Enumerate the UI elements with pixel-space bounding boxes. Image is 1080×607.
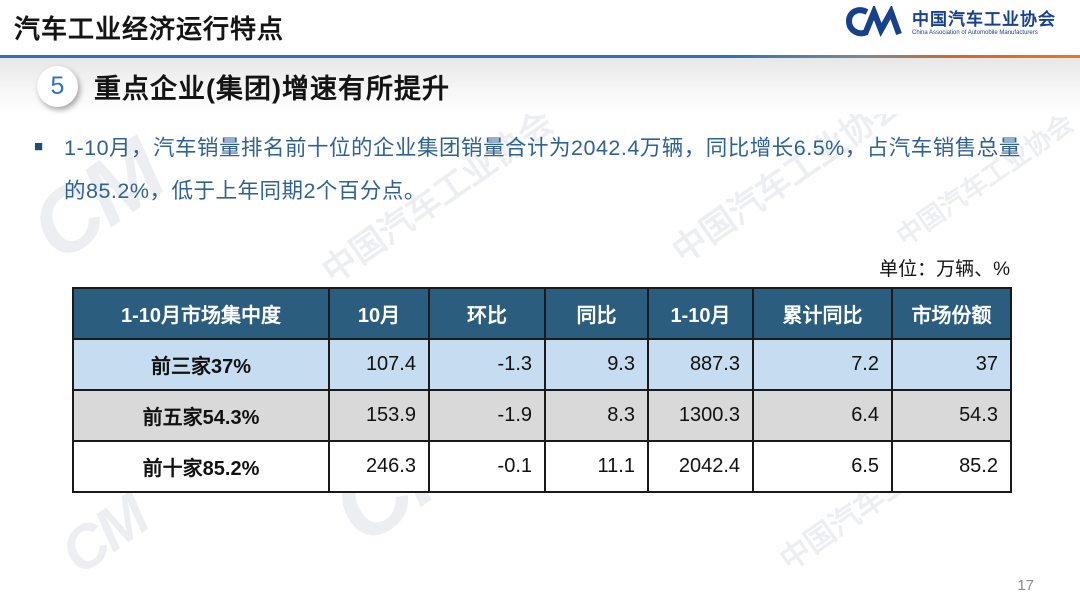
cell-value: 887.3 [647,338,754,391]
cell-value: 153.9 [328,389,430,442]
cam-logo-icon [845,6,903,40]
col-header: 同比 [544,287,649,340]
table-row: 前十家85.2% 246.3 -0.1 11.1 2042.4 6.5 85.2 [72,440,1012,493]
cell-value: 246.3 [328,440,430,493]
cell-value: 6.4 [752,389,893,442]
page-title: 汽车工业经济运行特点 [14,14,285,44]
cell-value: 6.5 [752,440,893,493]
cell-value: 85.2 [891,440,1012,493]
col-header: 环比 [428,287,546,340]
section-number-badge: 5 [37,65,78,107]
watermark-logo-glyph: CM [48,482,159,587]
cell-value: -1.3 [428,338,546,391]
table-header-row: 1-10月市场集中度 10月 环比 同比 1-10月 累计同比 市场份额 [72,287,1012,340]
unit-label: 单位：万辆、% [879,259,1010,280]
section-title: 重点企业(集团)增速有所提升 [94,73,450,104]
market-concentration-table: 1-10月市场集中度 10月 环比 同比 1-10月 累计同比 市场份额 前三家… [72,287,1012,493]
col-header: 1-10月 [647,287,754,340]
col-header: 10月 [328,287,430,340]
cell-value: 2042.4 [647,440,754,493]
logo-name-cn: 中国汽车工业协会 [912,9,1056,29]
row-label: 前十家85.2% [72,440,330,493]
row-label: 前三家37% [72,338,330,391]
cell-value: 7.2 [752,338,893,391]
bullet-text: 1-10月，汽车销量排名前十位的企业集团销量合计为2042.4万辆，同比增长6.… [64,136,1021,203]
cell-value: 107.4 [328,338,430,391]
col-header: 累计同比 [752,287,893,340]
cell-value: 9.3 [544,338,649,391]
logo-name-en: China Association of Automobile Manufact… [912,29,1038,36]
bullet-paragraph: ■ 1-10月，汽车销量排名前十位的企业集团销量合计为2042.4万辆，同比增长… [34,127,1044,213]
logo: 中国汽车工业协会 China Association of Automobile… [845,6,1056,40]
cell-value: 11.1 [544,440,649,493]
cell-value: -1.9 [428,389,546,442]
col-header: 1-10月市场集中度 [72,287,330,340]
cell-value: 54.3 [891,389,1012,442]
cell-value: 1300.3 [647,389,754,442]
table-row: 前三家37% 107.4 -1.3 9.3 887.3 7.2 37 [72,338,1012,391]
title-divider [0,55,1080,58]
bullet-marker-icon: ■ [34,138,44,155]
table-row: 前五家54.3% 153.9 -1.9 8.3 1300.3 6.4 54.3 [72,389,1012,442]
col-header: 市场份额 [891,287,1012,340]
section-banner: 5 重点企业(集团)增速有所提升 [0,58,1080,114]
cell-value: -0.1 [428,440,546,493]
cell-value: 8.3 [544,389,649,442]
page-number: 17 [1017,577,1034,594]
row-label: 前五家54.3% [72,389,330,442]
cell-value: 37 [891,338,1012,391]
